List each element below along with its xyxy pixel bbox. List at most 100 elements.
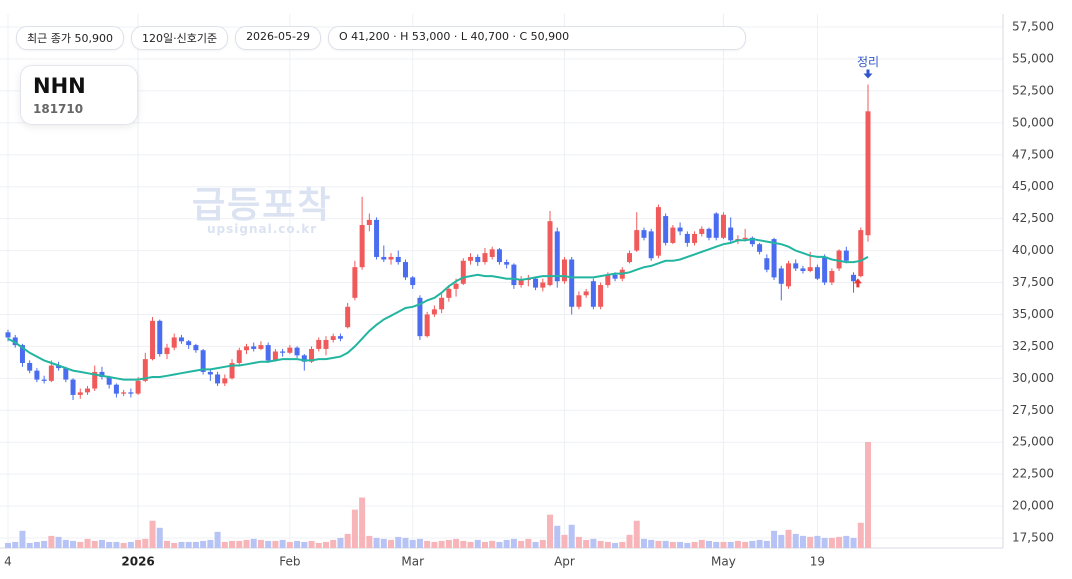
volume-bar — [229, 540, 236, 548]
volume-bar — [106, 541, 113, 548]
volume-bar — [821, 537, 828, 548]
volume-bar — [142, 538, 149, 548]
volume-bar — [120, 542, 127, 548]
candle-body — [186, 341, 192, 346]
volume-bar — [633, 520, 640, 548]
volume-bar — [33, 541, 40, 548]
header-chips: 최근 종가 50,900 120일·신호기준 2026-05-29 O 41,2… — [16, 26, 746, 50]
candle-body — [814, 267, 820, 279]
chip: 2026-05-29 — [235, 26, 321, 50]
y-tick-label: 40,000 — [1012, 243, 1054, 257]
volume-bar — [438, 540, 445, 548]
candle-body — [135, 380, 141, 394]
candle-body — [424, 314, 430, 337]
candle-body — [511, 264, 517, 286]
volume-bar — [525, 538, 532, 548]
volume-bar — [865, 442, 871, 548]
y-tick-label: 55,000 — [1012, 51, 1054, 65]
volume-bar — [279, 539, 286, 548]
volume-bar — [402, 537, 409, 548]
volume-bar — [785, 529, 792, 548]
candle-body — [496, 249, 502, 263]
volume-bar — [416, 538, 423, 548]
volume-bar — [575, 536, 582, 548]
volume-bar — [127, 541, 134, 548]
candle-body — [92, 371, 98, 389]
volume-bar — [257, 539, 264, 548]
candle-body — [77, 392, 83, 395]
volume-bar — [648, 539, 655, 548]
candle-body — [778, 268, 784, 284]
candle-body — [229, 362, 235, 379]
x-tick-label: Mar — [401, 555, 424, 569]
candle-body — [518, 279, 524, 286]
candle-body — [554, 231, 560, 282]
y-tick-label: 32,500 — [1012, 339, 1054, 353]
candle-body — [265, 345, 271, 361]
candle-body — [800, 268, 806, 272]
volume-bar — [590, 538, 597, 548]
volume-bar — [554, 525, 561, 548]
candle-body — [720, 214, 726, 238]
volume-bar — [236, 540, 243, 548]
volume-bar — [836, 536, 843, 548]
candle-body — [692, 233, 698, 243]
y-tick-label: 42,500 — [1012, 211, 1054, 225]
volume-bar — [496, 541, 503, 548]
volume-bar — [445, 539, 452, 548]
candle-body — [713, 213, 719, 238]
candle-body — [439, 297, 445, 310]
candle-body — [742, 237, 748, 240]
y-tick-label: 20,000 — [1012, 499, 1054, 513]
candle-body — [786, 263, 792, 287]
volume-bar — [843, 535, 850, 548]
candle-body — [41, 379, 47, 381]
candle-body — [70, 379, 76, 395]
volume-bar — [113, 541, 120, 548]
candle-body — [215, 374, 221, 384]
volume-bar — [243, 539, 250, 548]
candle-body — [309, 348, 315, 362]
volume-bar — [5, 542, 11, 548]
y-tick-label: 35,000 — [1012, 307, 1054, 321]
volume-bar — [192, 541, 199, 548]
candle-body — [402, 262, 408, 278]
candle-body — [858, 230, 864, 277]
candle-body — [106, 377, 112, 385]
candle-body — [142, 359, 148, 381]
candle-body — [366, 219, 372, 226]
volume-bar — [539, 539, 546, 548]
candle-body — [287, 347, 293, 353]
candle-body — [345, 306, 351, 328]
x-tick-label: 19 — [810, 555, 825, 569]
volume-bar — [55, 536, 62, 548]
candle-body — [706, 228, 712, 238]
volume-bar — [510, 538, 517, 548]
candle-body — [634, 230, 640, 251]
candle-body — [280, 351, 286, 353]
volume-bar — [828, 537, 835, 548]
volume-bar — [431, 541, 438, 548]
candle-body — [128, 392, 134, 394]
candle-body — [569, 259, 575, 307]
volume-bar — [214, 531, 221, 548]
volume-bar — [308, 540, 315, 548]
candle-body — [63, 368, 69, 380]
candle-body — [157, 320, 163, 355]
volume-bar — [677, 541, 684, 548]
candle-body — [583, 291, 589, 296]
volume-bar — [178, 541, 185, 548]
volume-bar — [778, 534, 785, 548]
candle-body — [251, 346, 257, 349]
volume-bar — [84, 538, 91, 548]
y-tick-label: 52,500 — [1012, 83, 1054, 97]
volume-bar — [742, 541, 749, 548]
volume-bar — [792, 533, 799, 548]
volume-bar — [373, 537, 380, 548]
moving-average — [7, 238, 869, 381]
volume-bar — [756, 539, 763, 548]
candle-body — [561, 259, 567, 282]
x-tick-label: 4 — [4, 555, 12, 569]
volume-bar — [149, 520, 156, 548]
candle-body — [171, 337, 177, 348]
